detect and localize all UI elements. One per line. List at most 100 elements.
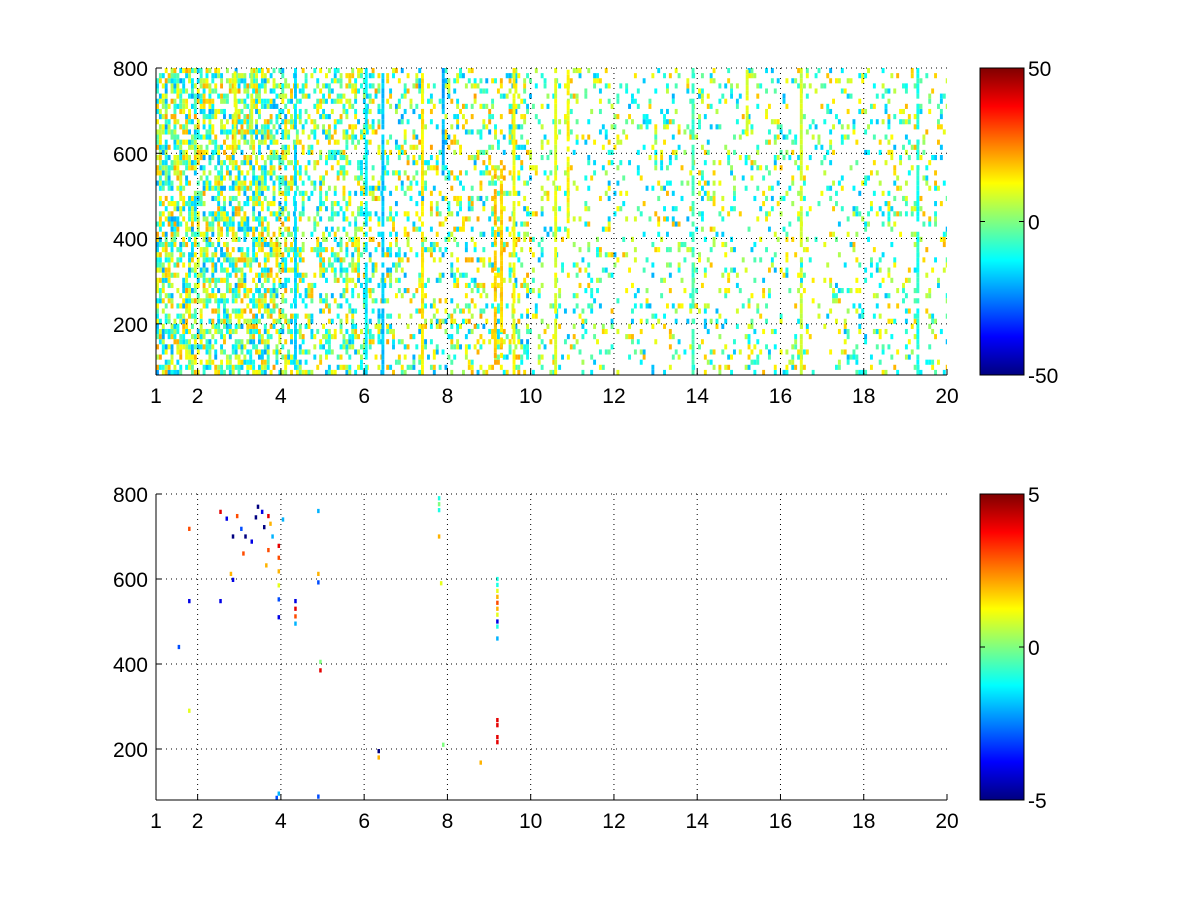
heatmap-cell bbox=[628, 323, 632, 329]
heatmap-cell bbox=[762, 201, 766, 207]
heatmap-cell bbox=[939, 93, 943, 99]
heatmap-cell bbox=[176, 262, 180, 268]
heatmap-cell bbox=[339, 73, 343, 79]
heatmap-cell bbox=[476, 195, 480, 202]
heatmap-cell bbox=[514, 241, 518, 248]
heatmap-cell bbox=[601, 323, 605, 329]
heatmap-cell bbox=[797, 318, 801, 324]
heatmap-cell bbox=[158, 124, 162, 130]
heatmap-cell bbox=[295, 252, 299, 258]
heatmap-cell bbox=[406, 175, 410, 181]
heatmap-cell bbox=[680, 241, 684, 248]
heatmap-cell bbox=[170, 216, 174, 222]
heatmap-cell bbox=[255, 241, 258, 248]
heatmap-cell bbox=[902, 83, 905, 89]
heatmap-cell bbox=[243, 216, 247, 222]
heatmap-cell bbox=[202, 134, 206, 140]
heatmap-cell bbox=[307, 114, 311, 120]
heatmap-cell bbox=[193, 195, 197, 202]
heatmap-cell bbox=[500, 327, 503, 333]
heatmap-cell bbox=[925, 293, 929, 299]
heatmap-cell bbox=[364, 190, 368, 196]
heatmap-cell bbox=[225, 129, 229, 135]
heatmap-cell bbox=[164, 149, 168, 155]
heatmap-cell bbox=[633, 73, 637, 79]
heatmap-cell bbox=[447, 144, 451, 150]
heatmap-cell bbox=[266, 185, 270, 191]
heatmap-cell bbox=[158, 144, 162, 150]
heatmap-cell bbox=[631, 308, 634, 314]
heatmap-cell bbox=[281, 308, 285, 314]
heatmap-cell bbox=[252, 144, 256, 150]
heatmap-cell bbox=[441, 195, 445, 202]
heatmap-cell bbox=[185, 160, 189, 166]
heatmap-cell bbox=[587, 303, 591, 309]
heatmap-cell bbox=[193, 339, 197, 345]
heatmap-cell bbox=[179, 93, 183, 99]
heatmap-cell bbox=[610, 272, 614, 278]
heatmap-cell bbox=[450, 170, 454, 176]
heatmap-cell bbox=[158, 93, 162, 99]
heatmap-cell bbox=[354, 231, 358, 237]
heatmap-cell bbox=[596, 247, 599, 253]
heatmap-cell bbox=[374, 323, 378, 329]
heatmap-cell bbox=[275, 103, 279, 109]
heatmap-cell bbox=[231, 369, 235, 375]
heatmap-cell bbox=[394, 231, 398, 237]
heatmap-cell bbox=[467, 257, 471, 263]
heatmap-cell bbox=[156, 298, 159, 304]
heatmap-cell bbox=[802, 195, 806, 202]
heatmap-cell bbox=[937, 119, 940, 125]
heatmap-cell bbox=[878, 267, 882, 273]
heatmap-cell bbox=[925, 73, 929, 79]
heatmap-cell bbox=[220, 216, 224, 222]
heatmap-cell bbox=[190, 119, 194, 125]
heatmap-cell bbox=[526, 149, 530, 155]
heatmap-cell bbox=[604, 328, 608, 335]
heatmap-cell bbox=[182, 103, 186, 109]
heatmap-cell bbox=[357, 68, 360, 74]
heatmap-cell bbox=[298, 257, 302, 263]
heatmap-cell bbox=[642, 267, 646, 273]
heatmap-cell bbox=[482, 124, 486, 130]
heatmap-cell bbox=[470, 185, 474, 191]
heatmap-cell bbox=[246, 160, 250, 166]
heatmap-cell bbox=[281, 252, 285, 258]
heatmap-cell bbox=[179, 190, 183, 196]
heatmap-cell bbox=[770, 185, 774, 191]
heatmap-cell bbox=[712, 170, 716, 176]
heatmap-cell bbox=[225, 231, 229, 237]
heatmap-cell bbox=[526, 344, 530, 350]
heatmap-cell bbox=[167, 221, 171, 227]
heatmap-cell bbox=[368, 318, 372, 324]
heatmap-cell bbox=[161, 144, 165, 150]
heatmap-cell bbox=[540, 195, 544, 202]
heatmap-cell bbox=[377, 216, 381, 222]
heatmap-cell bbox=[250, 83, 254, 89]
heatmap-cell bbox=[925, 129, 929, 135]
heatmap-cell bbox=[156, 247, 159, 253]
heatmap-cell bbox=[499, 78, 503, 84]
heatmap-cell bbox=[284, 288, 288, 294]
heatmap-cell bbox=[252, 298, 256, 304]
heatmap-cell bbox=[158, 236, 162, 242]
heatmap-cell bbox=[304, 83, 308, 89]
heatmap-cell bbox=[275, 119, 279, 125]
heatmap-cell bbox=[371, 68, 375, 74]
heatmap-cell bbox=[294, 221, 297, 227]
heatmap-cell bbox=[840, 68, 844, 74]
heatmap-cell bbox=[765, 211, 768, 217]
heatmap-cell bbox=[316, 139, 320, 145]
heatmap-cell bbox=[575, 119, 579, 125]
heatmap-cell bbox=[287, 231, 291, 237]
heatmap-cell bbox=[170, 257, 174, 263]
heatmap-cell bbox=[176, 103, 180, 109]
heatmap-cell bbox=[202, 93, 206, 99]
heatmap-cell bbox=[193, 144, 197, 150]
heatmap-cell bbox=[266, 103, 270, 109]
heatmap-cell bbox=[345, 288, 349, 294]
heatmap-cell bbox=[394, 211, 398, 217]
heatmap-cell bbox=[616, 257, 620, 263]
heatmap-cell bbox=[864, 149, 868, 155]
heatmap-cell bbox=[820, 190, 824, 196]
